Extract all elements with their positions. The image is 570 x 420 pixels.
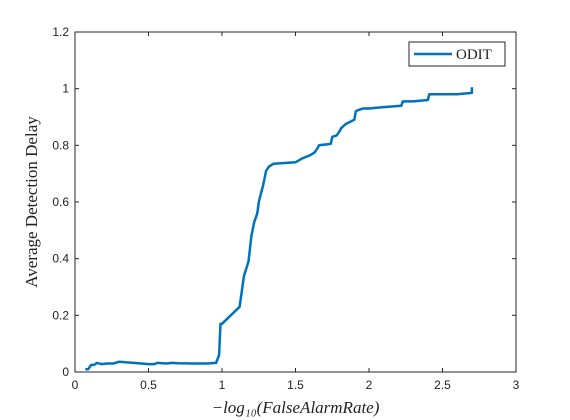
x-tick-label: 1 [219,378,226,392]
series-layer [85,87,474,371]
y-tick-label: 0.6 [52,195,69,209]
y-tick-label: 1 [62,82,69,96]
x-tick-label: 3 [513,378,520,392]
x-tick-label: 0.5 [140,378,157,392]
x-axis-label: −log₁₀(FalseAlarmRate) [212,398,380,417]
x-tick-label: 2.5 [434,378,451,392]
y-tick-label: 0.8 [52,138,69,152]
series-line-odit [85,87,474,371]
x-tick-label: 2 [366,378,373,392]
y-tick-label: 0.2 [52,308,69,322]
x-tick-label: 0 [72,378,79,392]
y-tick-label: 0.4 [52,252,69,266]
plot-area-border [74,31,517,373]
y-axis-label: Average Detection Delay [22,116,41,288]
x-tick-label: 1.5 [287,378,304,392]
y-tick-label: 0 [62,365,69,379]
legend: ODIT [408,41,506,67]
y-tick-label: 1.2 [52,25,69,39]
legend-label-odit: ODIT [456,47,492,63]
